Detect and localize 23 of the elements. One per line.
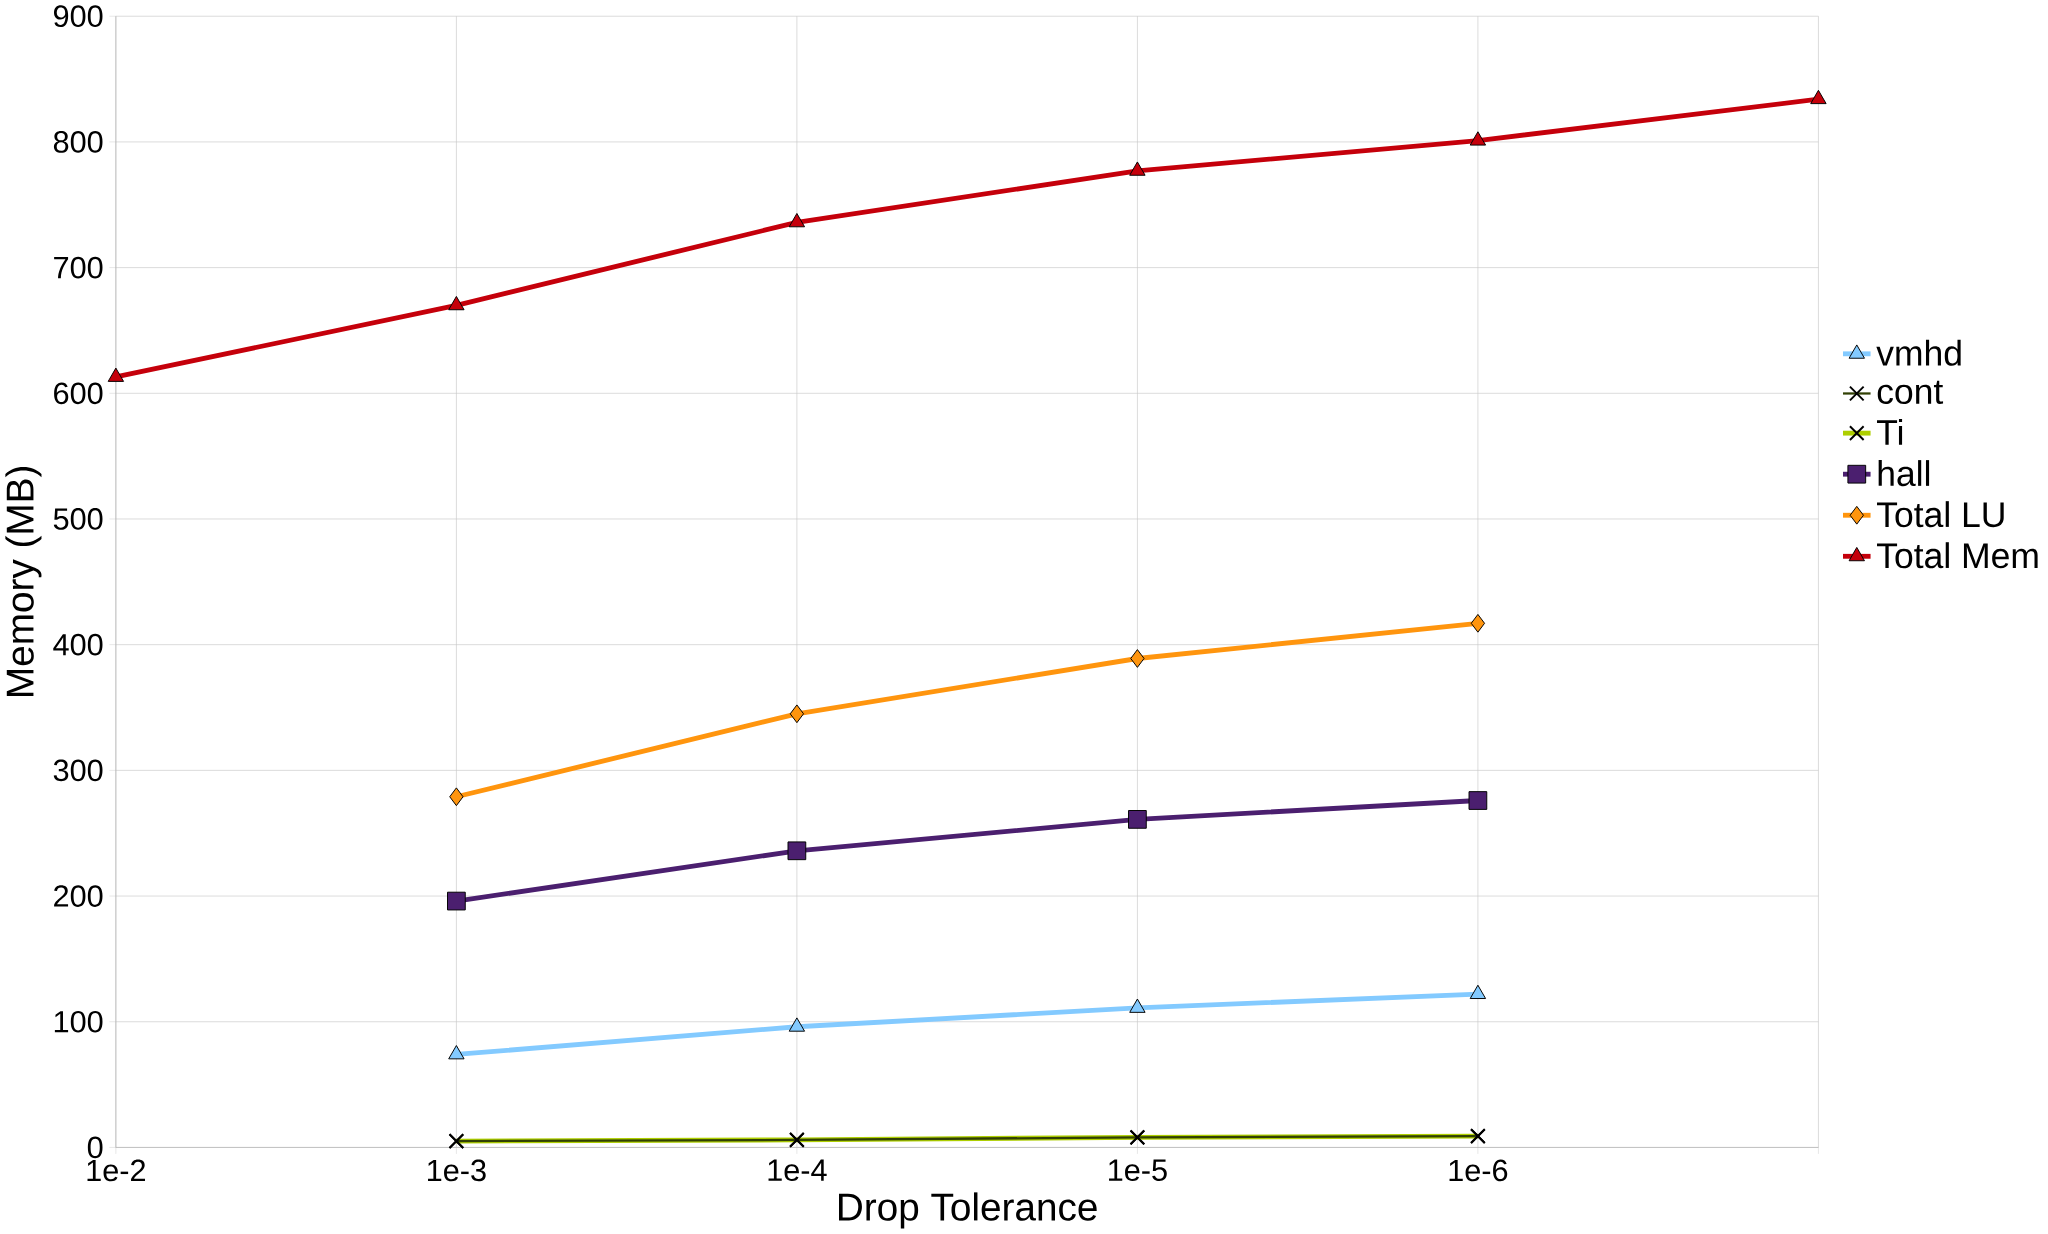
x-tick-label: 1e-2: [87, 1159, 146, 1182]
x-tick-label: 1e-3: [428, 1159, 486, 1182]
x-tick-label: 1e-6: [1449, 1159, 1508, 1182]
x-axis-title: Drop Tolerance: [839, 1192, 1097, 1229]
legend-label: cont: [1877, 380, 1944, 405]
legend-label: Total Mem: [1877, 542, 2038, 569]
x-tick-label: 1e-4: [768, 1159, 827, 1182]
y-tick-label: 100: [54, 1010, 103, 1033]
y-tick-label: 200: [54, 885, 103, 907]
x-tick-label: 1e-5: [1109, 1159, 1167, 1182]
y-tick-label: 400: [53, 633, 103, 656]
y-tick-label: 500: [53, 508, 103, 530]
y-tick-label: 900: [54, 5, 103, 28]
legend-label: Total LU: [1877, 501, 2004, 528]
y-tick-label: 600: [54, 382, 103, 405]
legend-label: hall: [1878, 460, 1930, 487]
y-axis-title: Memory (MB): [5, 467, 42, 696]
legend-label: Ti: [1877, 419, 1903, 445]
y-tick-label: 700: [54, 256, 103, 279]
y-tick-label: 300: [53, 759, 103, 782]
y-tick-label: 800: [53, 131, 103, 153]
legend-label: vmhd: [1876, 339, 1961, 366]
y-tick-label: 0: [87, 1136, 103, 1159]
